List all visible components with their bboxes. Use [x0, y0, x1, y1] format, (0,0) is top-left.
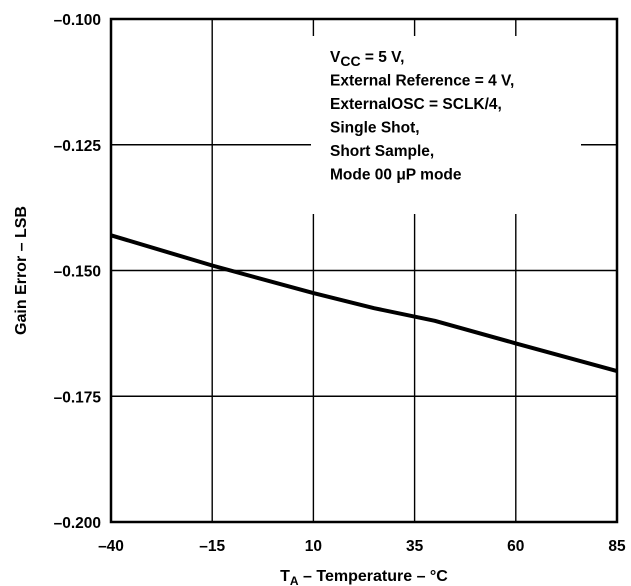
y-tick-labels: –0.100 –0.125 –0.150 –0.175 –0.200	[54, 12, 102, 532]
x-axis-title-text: – Temperature – °C	[299, 568, 449, 585]
y-tick-label: –0.200	[54, 515, 101, 532]
annotation-line: Short Sample,	[330, 143, 434, 160]
y-tick-label: –0.150	[54, 264, 101, 281]
x-axis-title: TA – Temperature – °C	[280, 568, 448, 586]
y-tick-label: –0.125	[54, 138, 102, 155]
y-tick-label: –0.175	[54, 389, 102, 406]
series-line	[110, 233, 618, 374]
annotation-line: Single Shot,	[330, 120, 420, 137]
x-axis-title-subscript: A	[290, 574, 299, 586]
x-tick-label: –40	[98, 538, 124, 555]
x-tick-label: –15	[199, 538, 225, 555]
x-tick-label: 10	[305, 538, 322, 555]
plot-frame	[109, 17, 619, 524]
annotation-line: VCC = 5 V,	[330, 49, 404, 69]
annotation-background	[311, 36, 581, 214]
x-tick-labels: –40 –15 10 35 60 85	[98, 538, 626, 555]
annotation-line: ExternalOSC = SCLK/4,	[330, 96, 502, 113]
y-axis-title: Gain Error – LSB	[13, 206, 30, 335]
annotation-line: External Reference = 4 V,	[330, 73, 514, 90]
x-tick-label: 85	[608, 538, 626, 555]
series-layer	[110, 233, 618, 374]
x-tick-label: 35	[406, 538, 424, 555]
x-tick-label: 60	[507, 538, 524, 555]
annotation-line: Mode 00 μP mode	[330, 167, 462, 184]
conditions-annotation: VCC = 5 V, External Reference = 4 V, Exter…	[330, 49, 514, 184]
x-axis-title-symbol: T	[280, 568, 290, 585]
y-tick-label: –0.100	[54, 12, 101, 29]
